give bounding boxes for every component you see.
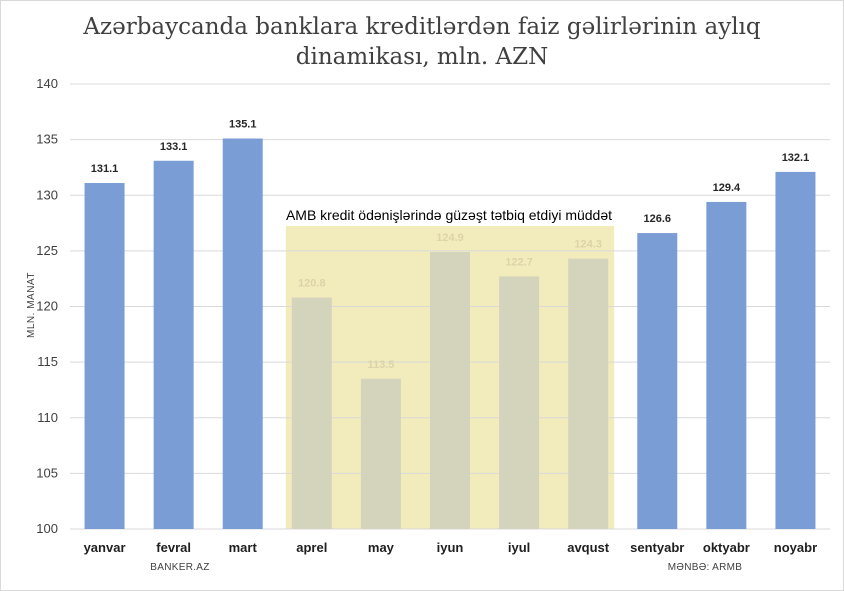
x-tick-label-oktyabr: oktyabr: [703, 540, 750, 555]
bar-oktyabr: [706, 201, 747, 530]
y-tick-label: 135: [36, 132, 58, 147]
x-tick-label-avqust: avqust: [567, 540, 610, 555]
bar-mart: [222, 138, 263, 529]
bar-avqust: [568, 258, 609, 529]
data-label-sentyabr: 126.6: [644, 213, 672, 225]
x-tick-label-mart: mart: [229, 540, 258, 555]
x-tick-label-yanvar: yanvar: [84, 540, 126, 555]
chart-title: Azərbaycanda banklara kreditlərdən faiz …: [83, 14, 761, 70]
x-axis-categories: yanvar fevral mart aprel may iyun iyul avqust se…: [84, 540, 818, 555]
data-label-fevral: 133.1: [160, 141, 188, 153]
data-label-may: 113.5: [367, 359, 394, 371]
y-tick-label: 130: [36, 187, 58, 202]
y-tick-label: 110: [37, 410, 58, 425]
x-tick-label-may: may: [368, 540, 395, 555]
data-label-noyabr: 132.1: [782, 152, 810, 164]
bar-noyabr: [775, 171, 816, 529]
x-tick-label-iyun: iyun: [437, 540, 464, 555]
data-label-iyul: 122.7: [505, 256, 533, 268]
data-label-aprel: 120.8: [298, 278, 326, 290]
bars: [84, 138, 816, 530]
bar-iyul: [499, 276, 540, 529]
data-label-mart: 135.1: [229, 119, 257, 131]
x-tick-label-sentyabr: sentyabr: [630, 540, 684, 555]
y-tick-label: 120: [36, 299, 58, 314]
y-axis-ticks: 100 105 110 115 120 125 130 135 140: [36, 76, 58, 536]
footer-left: BANKER.AZ: [150, 562, 209, 573]
bar-fevral: [153, 160, 194, 529]
y-tick-label: 115: [37, 354, 58, 369]
data-labels: 131.1 133.1 135.1 120.8 113.5 124.9 122.7 124.3…: [91, 119, 809, 371]
bar-may: [360, 378, 401, 529]
x-tick-label-aprel: aprel: [296, 540, 327, 555]
bar-sentyabr: [637, 233, 678, 529]
y-tick-label: 105: [36, 465, 58, 480]
bar-aprel: [291, 297, 332, 529]
y-tick-label: 100: [36, 521, 58, 536]
x-tick-label-noyabr: noyabr: [774, 540, 817, 555]
y-tick-label: 125: [36, 243, 58, 258]
footer-right: MƏNBƏ: ARMB: [668, 562, 742, 573]
x-tick-label-iyul: iyul: [508, 540, 530, 555]
data-label-avqust: 124.3: [574, 239, 602, 251]
x-tick-label-fevral: fevral: [156, 540, 191, 555]
data-label-iyun: 124.9: [436, 232, 464, 244]
bar-yanvar: [84, 183, 125, 529]
y-tick-label: 140: [36, 76, 58, 91]
bar-iyun: [430, 251, 470, 530]
highlight-annotation: AMB kredit ödənişlərində güzəşt tətbiq e…: [286, 207, 612, 223]
data-label-yanvar: 131.1: [91, 163, 119, 175]
y-axis-label: MLN. MANAT: [26, 272, 37, 338]
data-label-oktyabr: 129.4: [713, 182, 741, 194]
